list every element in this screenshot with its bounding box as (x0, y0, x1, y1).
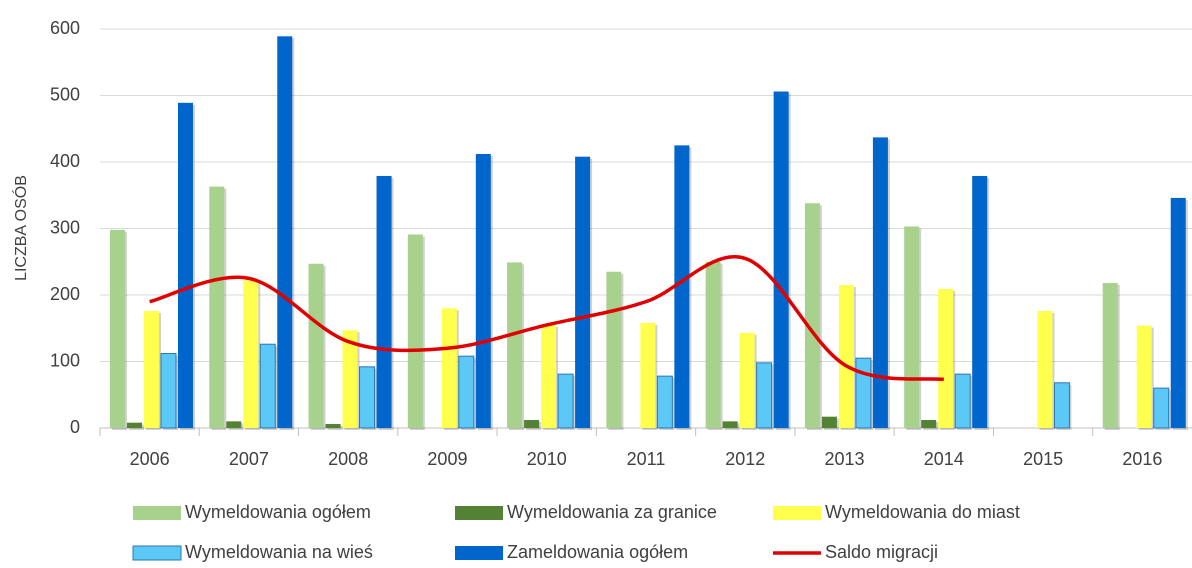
bar (226, 421, 242, 428)
x-tick-label: 2013 (825, 449, 865, 469)
bar (1053, 382, 1070, 429)
line (149, 255, 945, 382)
bar (541, 324, 557, 428)
bar (575, 156, 591, 428)
bar (1102, 283, 1118, 428)
legend-label: Wymeldowania na wieś (185, 542, 373, 562)
bar (773, 91, 789, 428)
bar (475, 154, 491, 428)
legend-swatch (133, 506, 181, 520)
legend-swatch (455, 506, 503, 520)
bar (376, 175, 392, 428)
y-tick-label: 200 (50, 284, 80, 304)
bar (938, 289, 954, 428)
bar (640, 322, 656, 428)
y-axis-label: LICZBA OSÓB (11, 175, 30, 281)
legend-label: Zameldowania ogółem (507, 542, 688, 562)
bar (804, 203, 820, 428)
x-tick-label: 2014 (924, 449, 964, 469)
bar (821, 416, 837, 428)
bar (325, 424, 341, 428)
bar (722, 421, 738, 428)
x-tick-label: 2012 (725, 449, 765, 469)
bar (1136, 325, 1152, 428)
x-tick-label: 2008 (328, 449, 368, 469)
bar (656, 375, 673, 429)
bar (606, 271, 622, 428)
y-tick-label: 0 (70, 417, 80, 437)
bar (110, 229, 125, 428)
bar (277, 36, 293, 428)
bar (972, 175, 988, 428)
x-tick-label: 2011 (627, 449, 666, 469)
legend-label: Wymeldowania do miast (825, 502, 1020, 522)
y-tick-label: 300 (50, 217, 80, 237)
legend-swatch (455, 546, 503, 560)
legend-swatch (132, 545, 182, 561)
bar (756, 362, 773, 429)
y-tick-label: 100 (50, 350, 80, 370)
x-tick-label: 2006 (130, 449, 170, 469)
bar (259, 343, 276, 429)
bar (1170, 197, 1186, 428)
bar (838, 285, 854, 428)
y-tick-label: 500 (50, 84, 80, 104)
bar (674, 145, 690, 428)
y-tick-label: 400 (50, 151, 80, 171)
bar-shadow (327, 426, 343, 430)
bar (954, 373, 971, 429)
bar (160, 353, 177, 429)
x-tick-label: 2007 (229, 449, 269, 469)
legend-swatch (773, 506, 821, 520)
bar (407, 234, 423, 428)
x-tick-label: 2016 (1122, 449, 1162, 469)
bar (705, 261, 721, 428)
legend-label: Wymeldowania za granice (507, 502, 717, 522)
y-tick-label: 600 (50, 18, 80, 38)
bar (342, 330, 358, 428)
bar (209, 186, 225, 428)
bar (855, 357, 872, 429)
bar (441, 308, 457, 428)
bar (359, 366, 376, 429)
x-tick-label: 2010 (527, 449, 567, 469)
bar (921, 420, 937, 428)
bar (524, 420, 540, 428)
x-tick-label: 2009 (427, 449, 467, 469)
bar (872, 137, 888, 428)
bar (904, 226, 920, 428)
bar (1153, 387, 1170, 429)
bar (243, 280, 259, 428)
bar (507, 262, 523, 428)
legend-label: Wymeldowania ogółem (185, 502, 371, 522)
bar (1037, 310, 1053, 428)
bar (308, 263, 324, 428)
x-tick-label: 2015 (1023, 449, 1063, 469)
bar (178, 102, 193, 428)
bar (557, 373, 574, 429)
bar (127, 422, 142, 428)
legend-label: Saldo migracji (825, 542, 938, 562)
bar (144, 310, 159, 428)
bar (458, 355, 475, 429)
bar (739, 332, 755, 428)
